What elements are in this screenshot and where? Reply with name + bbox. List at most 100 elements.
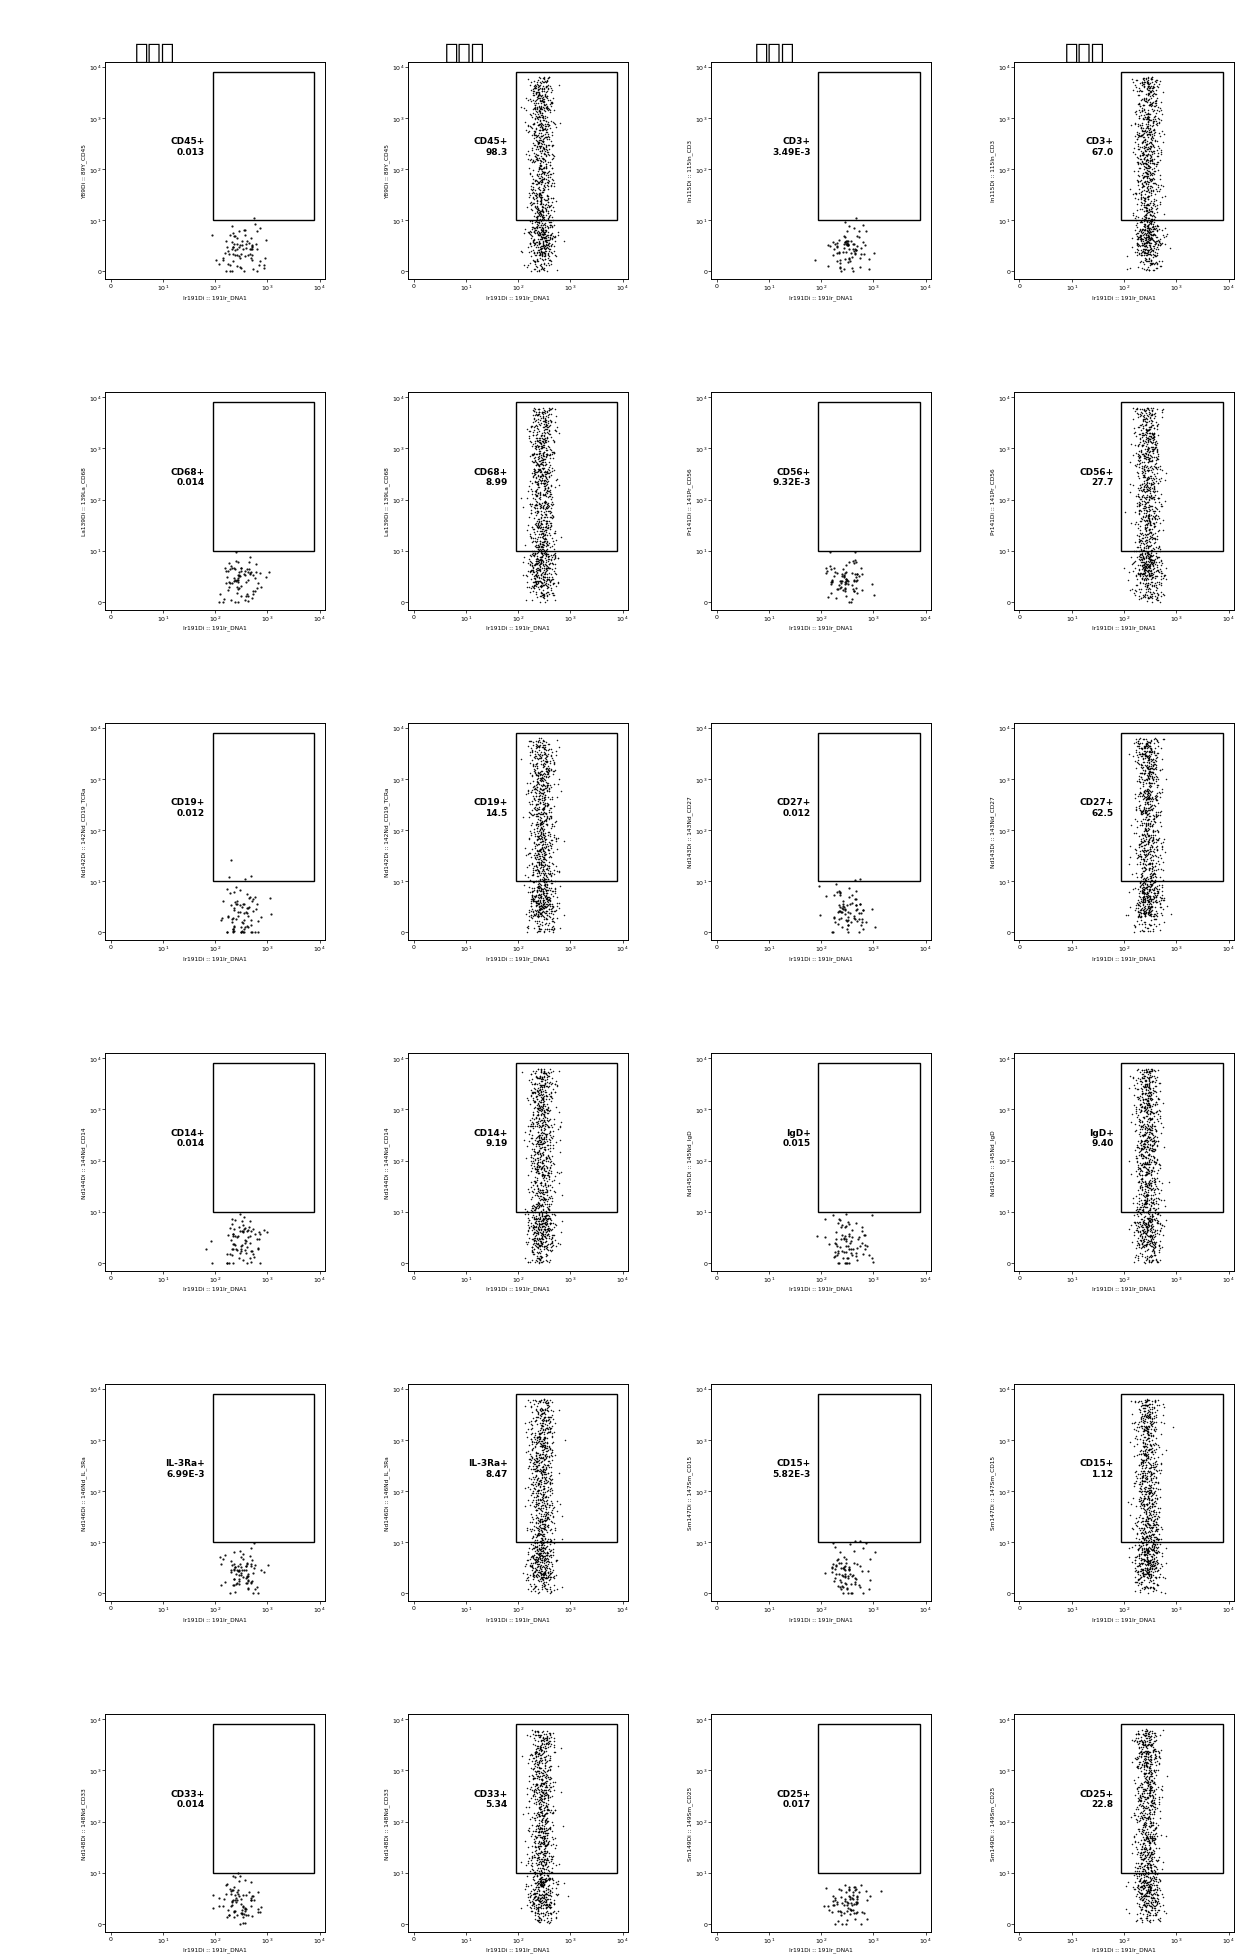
Point bbox=[528, 839, 548, 870]
Point bbox=[243, 884, 263, 915]
Point bbox=[539, 111, 559, 143]
Point bbox=[1143, 240, 1163, 272]
Point bbox=[525, 522, 544, 553]
Point bbox=[1141, 1429, 1161, 1460]
Point bbox=[527, 543, 547, 575]
Point bbox=[537, 747, 557, 778]
Point bbox=[1143, 524, 1163, 555]
Point bbox=[1136, 399, 1156, 430]
Point bbox=[1138, 573, 1158, 604]
Point bbox=[538, 888, 558, 919]
Point bbox=[1137, 1793, 1157, 1824]
Point bbox=[529, 1560, 549, 1591]
Point bbox=[528, 1894, 548, 1926]
Point bbox=[531, 1902, 551, 1933]
Point bbox=[1131, 1756, 1151, 1787]
Point bbox=[536, 487, 556, 518]
Point bbox=[1142, 1054, 1162, 1085]
Point bbox=[1137, 1214, 1157, 1245]
Point bbox=[536, 1169, 556, 1200]
Point bbox=[532, 1724, 552, 1756]
Point bbox=[1128, 743, 1148, 774]
Point bbox=[528, 1507, 548, 1539]
Point bbox=[1130, 1394, 1149, 1425]
Point bbox=[1138, 1803, 1158, 1834]
Point bbox=[1146, 800, 1166, 831]
Point bbox=[521, 1195, 541, 1226]
Point bbox=[1142, 764, 1162, 796]
Point bbox=[1141, 542, 1161, 573]
Point bbox=[1142, 753, 1162, 784]
Point bbox=[542, 890, 562, 921]
Point bbox=[1143, 876, 1163, 907]
Point bbox=[1146, 1554, 1166, 1586]
Point bbox=[543, 108, 563, 139]
Point bbox=[544, 196, 564, 227]
Point bbox=[1137, 1732, 1157, 1763]
Point bbox=[1146, 98, 1166, 129]
Point bbox=[532, 463, 552, 495]
Point bbox=[1132, 1771, 1152, 1803]
Point bbox=[532, 1517, 552, 1548]
Point bbox=[830, 1204, 849, 1236]
Point bbox=[531, 250, 551, 282]
Point bbox=[521, 1183, 541, 1214]
Point bbox=[1136, 1744, 1156, 1775]
Point bbox=[527, 1239, 547, 1271]
Point bbox=[1126, 1065, 1146, 1097]
Point bbox=[525, 217, 544, 248]
Point bbox=[1138, 1122, 1158, 1153]
Point bbox=[1131, 901, 1151, 933]
Point bbox=[1126, 510, 1146, 542]
Point bbox=[1146, 242, 1166, 274]
Point bbox=[525, 1202, 544, 1234]
Point bbox=[1135, 211, 1154, 242]
Point bbox=[1148, 440, 1168, 471]
Point bbox=[1141, 78, 1161, 109]
Point bbox=[541, 1456, 560, 1488]
Point bbox=[527, 170, 547, 201]
Point bbox=[543, 500, 563, 532]
Point bbox=[538, 184, 558, 215]
Point bbox=[1136, 1746, 1156, 1777]
Point bbox=[542, 1122, 562, 1153]
Point bbox=[1136, 868, 1156, 899]
Point bbox=[1132, 563, 1152, 594]
Point bbox=[532, 762, 552, 794]
Point bbox=[1147, 1879, 1167, 1910]
Point bbox=[227, 1554, 247, 1586]
Point bbox=[1148, 886, 1168, 917]
Point bbox=[1142, 895, 1162, 927]
Point bbox=[1149, 174, 1169, 205]
Point bbox=[237, 1568, 257, 1599]
Point bbox=[1135, 104, 1154, 135]
Point bbox=[1142, 1204, 1162, 1236]
Point bbox=[846, 876, 866, 907]
Point bbox=[1126, 895, 1146, 927]
Point bbox=[1140, 1509, 1159, 1541]
Point bbox=[534, 1537, 554, 1568]
Point bbox=[1143, 74, 1163, 106]
Point bbox=[1127, 119, 1147, 151]
Point bbox=[536, 1462, 556, 1494]
Point bbox=[1140, 813, 1159, 845]
Point bbox=[1138, 1560, 1158, 1591]
Point bbox=[257, 563, 277, 594]
Point bbox=[832, 559, 852, 590]
Point bbox=[1145, 1437, 1164, 1468]
Point bbox=[525, 1077, 544, 1108]
Point bbox=[533, 1091, 553, 1122]
Point bbox=[527, 1451, 547, 1482]
Point bbox=[1126, 1093, 1146, 1124]
Point bbox=[533, 1427, 553, 1458]
Point bbox=[525, 784, 544, 815]
Point bbox=[533, 1513, 553, 1544]
Point bbox=[227, 223, 247, 254]
Point bbox=[520, 111, 539, 143]
Point bbox=[1146, 1490, 1166, 1521]
Point bbox=[1137, 172, 1157, 203]
Point bbox=[231, 911, 250, 942]
Point bbox=[1138, 1480, 1158, 1511]
Point bbox=[1138, 1167, 1158, 1198]
Point bbox=[537, 438, 557, 469]
